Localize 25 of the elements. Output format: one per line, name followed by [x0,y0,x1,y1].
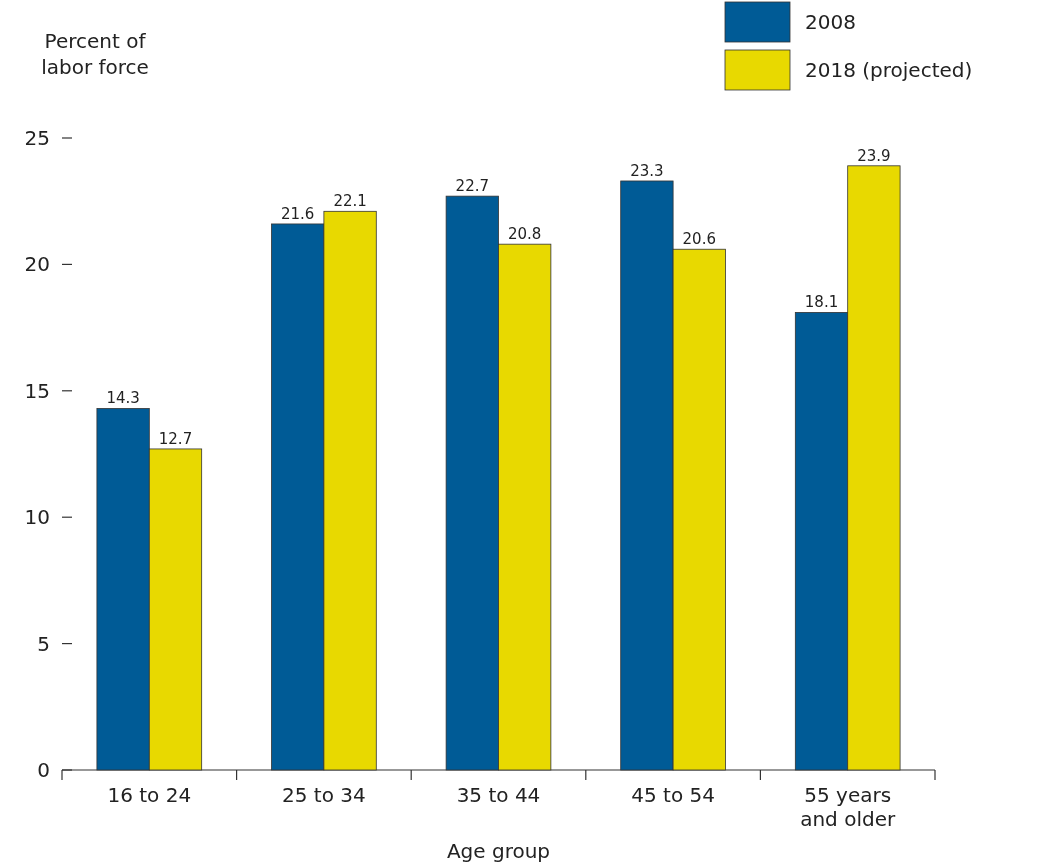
y-tick-label: 0 [37,758,50,782]
y-tick-label: 5 [37,631,50,656]
data-label: 22.7 [455,177,490,196]
data-label: 23.3 [630,161,664,180]
y-tick-label: 10 [24,505,50,530]
x-tick-label: 55 years and older [800,783,896,831]
x-tick-label: 16 to 24 [107,783,192,807]
x-axis-title: Age group [446,839,551,863]
legend-label: 2008 [805,10,856,34]
y-tick-label: 25 [24,126,50,150]
y-axis-title: Percent of labor force [41,29,149,79]
y-tick-label: 15 [24,378,50,403]
data-label: 21.6 [281,204,315,223]
data-label: 18.1 [804,293,839,312]
legend-label: 2018 (projected) [805,58,973,82]
x-tick-label: 25 to 34 [282,783,366,807]
data-label: 14.3 [106,389,140,408]
data-label: 20.8 [507,225,542,244]
x-tick-label: 35 to 44 [456,783,541,807]
data-label: 23.9 [857,146,891,165]
x-tick-label: 45 to 54 [631,783,715,807]
data-label: 22.1 [333,192,367,211]
data-label: 20.6 [682,230,716,249]
y-tick-label: 20 [24,252,50,277]
data-label: 12.7 [158,429,193,448]
